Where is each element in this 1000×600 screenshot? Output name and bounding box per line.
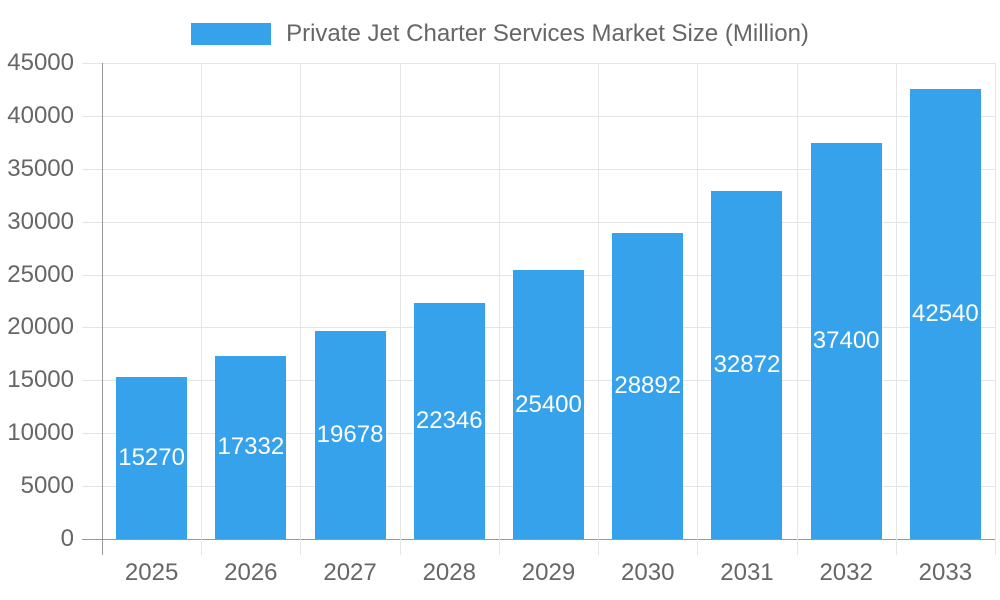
y-tick-label: 0 bbox=[60, 525, 74, 552]
legend-swatch bbox=[191, 23, 272, 45]
y-gridline bbox=[82, 221, 995, 223]
y-gridline bbox=[82, 168, 995, 170]
bar-value-label: 22346 bbox=[415, 406, 483, 434]
bar-value-label: 42540 bbox=[912, 300, 979, 327]
y-tick-label: 25000 bbox=[7, 260, 74, 288]
bar-value-label: 25400 bbox=[515, 390, 582, 418]
bar-value-label: 28892 bbox=[614, 372, 682, 400]
y-axis-line bbox=[102, 63, 103, 555]
chart-legend: Private Jet Charter Services Market Size… bbox=[0, 20, 1000, 48]
y-tick-label: 5000 bbox=[20, 472, 74, 500]
x-gridline bbox=[697, 63, 699, 555]
x-tick-label: 2026 bbox=[224, 559, 278, 586]
x-tick-label: 2032 bbox=[819, 559, 873, 586]
x-gridline bbox=[598, 63, 600, 555]
bar-value-label: 15270 bbox=[118, 444, 185, 472]
x-gridline bbox=[201, 63, 203, 555]
bar-2026[interactable]: 17332 bbox=[215, 355, 287, 539]
bar-2031[interactable]: 32872 bbox=[711, 191, 783, 539]
bar-value-label: 17332 bbox=[217, 433, 285, 461]
bar-2033[interactable]: 42540 bbox=[909, 89, 981, 539]
bar-2030[interactable]: 28892 bbox=[612, 233, 684, 539]
x-gridline bbox=[995, 63, 996, 555]
bar-value-label: 37400 bbox=[812, 327, 880, 355]
bar-2025[interactable]: 15270 bbox=[116, 377, 188, 539]
bar-2029[interactable]: 25400 bbox=[513, 270, 584, 539]
y-tick-label: 30000 bbox=[7, 207, 74, 235]
x-gridline bbox=[796, 63, 798, 555]
bar-2032[interactable]: 37400 bbox=[810, 143, 882, 539]
y-tick-label: 20000 bbox=[7, 313, 74, 341]
bar-2027[interactable]: 19678 bbox=[314, 330, 386, 539]
y-tick-label: 45000 bbox=[7, 49, 74, 76]
x-tick-label: 2028 bbox=[422, 559, 476, 586]
bar-value-label: 19678 bbox=[316, 420, 384, 448]
x-gridline bbox=[300, 63, 302, 555]
x-tick-label: 2025 bbox=[124, 559, 179, 586]
x-tick-label: 2027 bbox=[323, 559, 377, 586]
x-tick-label: 2030 bbox=[621, 559, 675, 586]
y-gridline bbox=[82, 115, 995, 117]
y-tick-label: 35000 bbox=[7, 154, 74, 182]
y-tick-label: 10000 bbox=[7, 419, 74, 447]
bar-value-label: 32872 bbox=[713, 351, 781, 379]
y-gridline bbox=[82, 63, 995, 64]
legend-item[interactable]: Private Jet Charter Services Market Size… bbox=[191, 20, 809, 48]
x-tick-label: 2031 bbox=[720, 559, 774, 586]
x-gridline bbox=[399, 63, 401, 555]
x-gridline bbox=[498, 63, 500, 555]
x-tick-label: 2033 bbox=[918, 559, 973, 586]
y-tick-label: 15000 bbox=[7, 366, 74, 394]
y-tick-label: 40000 bbox=[7, 101, 74, 129]
legend-label: Private Jet Charter Services Market Size… bbox=[286, 20, 809, 47]
x-axis-line bbox=[82, 539, 995, 540]
x-gridline bbox=[895, 63, 897, 555]
x-tick-label: 2029 bbox=[521, 559, 576, 586]
bar-2028[interactable]: 22346 bbox=[413, 302, 485, 539]
